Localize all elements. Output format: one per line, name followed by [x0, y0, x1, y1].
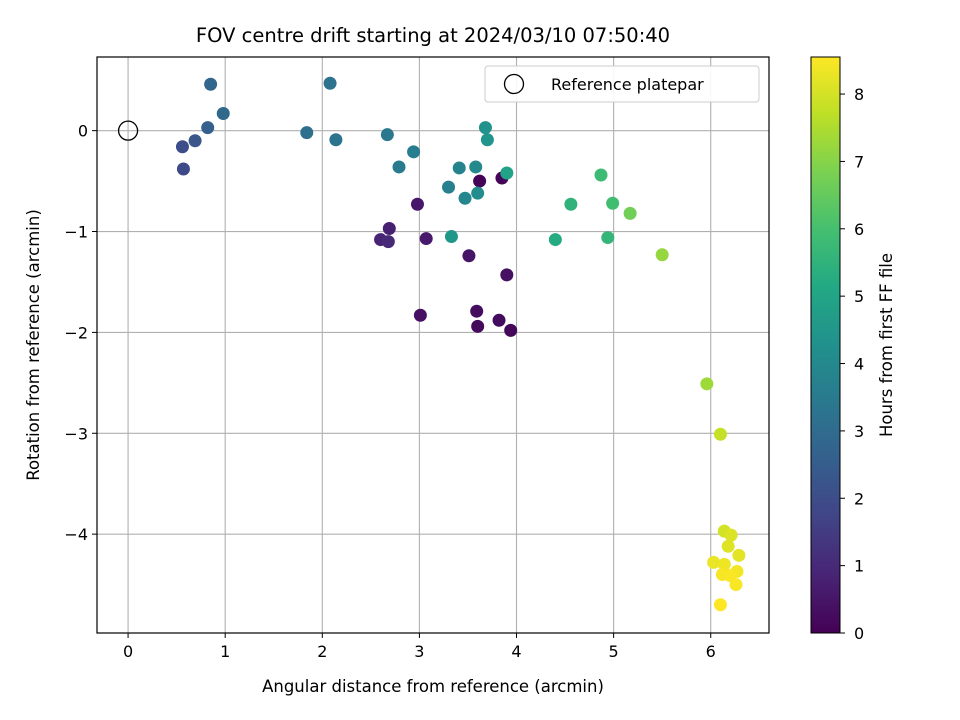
x-tick-label: 6 [706, 642, 716, 661]
colorbar-tick-label: 8 [854, 85, 864, 104]
legend-marker-icon [503, 73, 525, 95]
data-point [707, 555, 721, 569]
colorbar-ticks: 0 1 2 3 4 5 6 7 8 [840, 85, 864, 643]
data-point [300, 126, 314, 140]
data-point [458, 191, 472, 205]
data-point [419, 232, 433, 246]
data-point [564, 197, 578, 211]
colorbar: 0 1 2 3 4 5 6 7 8 Hours from first FF file [810, 56, 896, 643]
data-point [655, 248, 669, 262]
data-point [623, 206, 637, 220]
data-point [732, 548, 746, 562]
data-point [717, 557, 731, 571]
data-point [713, 427, 727, 441]
colorbar-tick-label: 7 [854, 152, 864, 171]
data-point [601, 231, 615, 245]
data-point [382, 221, 396, 235]
colorbar-tick-label: 5 [854, 287, 864, 306]
data-point [471, 319, 485, 333]
data-point [594, 168, 608, 182]
data-point [729, 578, 743, 592]
x-tick-label: 0 [123, 642, 133, 661]
data-point [721, 539, 735, 553]
data-point [413, 308, 427, 322]
x-tick-label: 4 [511, 642, 521, 661]
data-point [329, 133, 343, 147]
y-tick-label: −1 [64, 223, 88, 242]
data-point [500, 166, 514, 180]
data-point [473, 174, 487, 188]
data-point [500, 268, 514, 282]
data-point [381, 235, 395, 249]
colorbar-tick-label: 0 [854, 624, 864, 643]
colorbar-tick-label: 4 [854, 355, 864, 374]
legend: Reference platepar [484, 65, 760, 103]
y-axis: 0 −1 −2 −3 −4 [64, 122, 97, 544]
data-point [204, 77, 218, 91]
data-point [724, 528, 738, 542]
x-axis-label: Angular distance from reference (arcmin) [262, 677, 604, 696]
reference-platepar-marker [117, 120, 139, 141]
data-point [323, 76, 337, 90]
colorbar-gradient [810, 56, 841, 634]
x-axis: 0 1 2 3 4 5 6 [123, 633, 716, 661]
data-point [469, 160, 483, 174]
data-point [176, 162, 190, 176]
data-point [442, 180, 456, 194]
data-point [492, 313, 506, 327]
data-point [392, 160, 406, 174]
chart-title: FOV centre drift starting at 2024/03/10 … [196, 24, 670, 47]
data-point [410, 197, 424, 211]
colorbar-tick-label: 2 [854, 489, 864, 508]
legend-box [484, 65, 760, 103]
colorbar-label: Hours from first FF file [877, 253, 896, 437]
plot-area-frame [96, 56, 770, 634]
y-tick-label: −3 [64, 424, 88, 443]
data-point [175, 140, 189, 154]
data-point [216, 106, 230, 120]
data-point [407, 145, 421, 159]
data-point [478, 121, 492, 135]
data-point [700, 377, 714, 391]
x-tick-label: 2 [317, 642, 327, 661]
colorbar-tick-label: 1 [854, 557, 864, 576]
data-point [480, 133, 494, 147]
data-point [713, 598, 727, 612]
x-tick-label: 3 [414, 642, 424, 661]
data-point [188, 134, 202, 148]
y-tick-label: 0 [78, 122, 88, 141]
y-axis-label: Rotation from reference (arcmin) [24, 209, 43, 481]
data-point [504, 323, 518, 337]
legend-label: Reference platepar [551, 75, 704, 94]
colorbar-tick-label: 3 [854, 422, 864, 441]
y-tick-label: −4 [64, 525, 88, 544]
data-point [444, 230, 458, 244]
data-point [380, 128, 394, 142]
data-point [462, 249, 476, 263]
x-tick-label: 5 [609, 642, 619, 661]
data-point [452, 161, 466, 175]
y-tick-label: −2 [64, 323, 88, 342]
data-point [470, 304, 484, 318]
data-markers [117, 76, 746, 612]
data-point [606, 196, 620, 210]
colorbar-tick-label: 6 [854, 220, 864, 239]
data-point [548, 233, 562, 247]
data-point [471, 186, 485, 200]
x-tick-label: 1 [220, 642, 230, 661]
data-point [201, 121, 215, 135]
